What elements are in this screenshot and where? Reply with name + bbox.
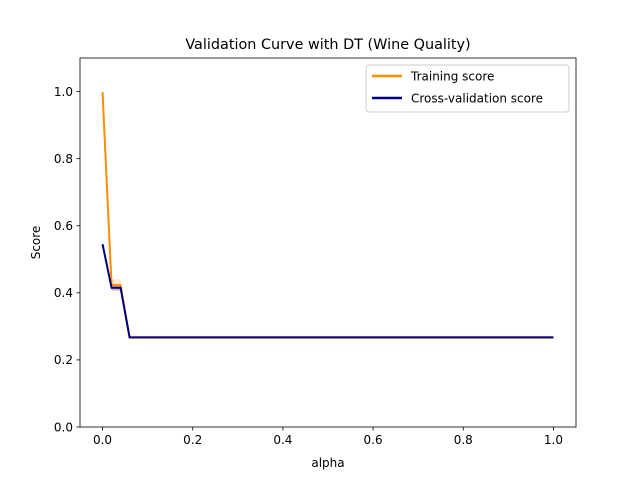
plot-area — [101, 91, 554, 340]
y-axis-label: Score — [29, 226, 43, 260]
y-tick-label: 0.2 — [54, 353, 73, 367]
x-tick-label: 0.8 — [454, 433, 473, 447]
x-tick-label: 0.4 — [273, 433, 292, 447]
x-axis-ticks: 0.0 0.2 0.4 0.6 0.8 1.0 — [93, 427, 563, 447]
x-tick-label: 1.0 — [544, 433, 563, 447]
legend: Training score Cross-validation score — [365, 64, 570, 113]
y-tick-label: 1.0 — [54, 85, 73, 99]
x-tick-label: 0.0 — [93, 433, 112, 447]
y-tick-label: 0.0 — [54, 420, 73, 434]
x-tick-label: 0.2 — [183, 433, 202, 447]
y-axis-ticks: 0.0 0.2 0.4 0.6 0.8 1.0 — [54, 85, 80, 434]
legend-box — [365, 64, 570, 113]
line-cross-validation-score — [101, 243, 554, 339]
legend-label-cross-validation: Cross-validation score — [411, 92, 543, 106]
chart-title: Validation Curve with DT (Wine Quality) — [185, 37, 470, 53]
y-tick-label: 0.6 — [54, 219, 73, 233]
y-tick-label: 0.4 — [54, 286, 73, 300]
x-axis-label: alpha — [311, 456, 344, 470]
series-lines — [101, 92, 554, 339]
y-tick-label: 0.8 — [54, 152, 73, 166]
plot-frame — [79, 57, 577, 428]
x-tick-label: 0.6 — [364, 433, 383, 447]
legend-label-training: Training score — [410, 70, 494, 84]
